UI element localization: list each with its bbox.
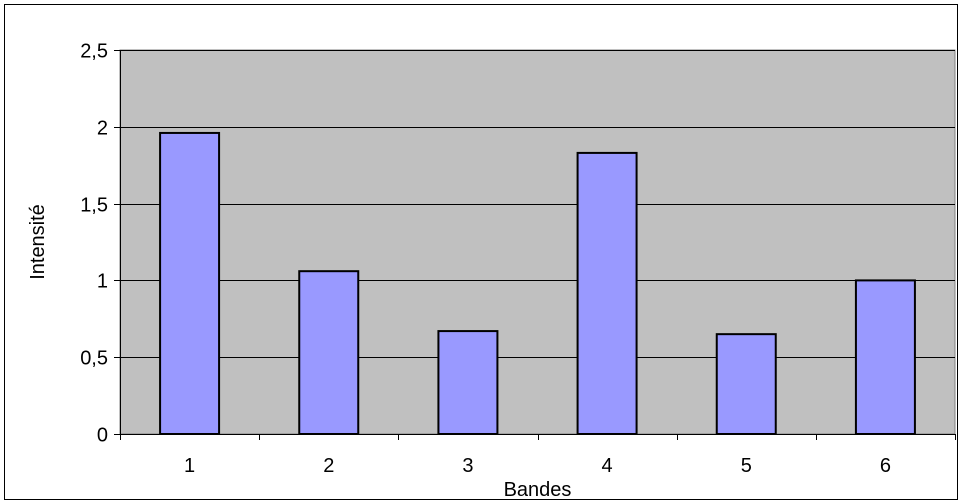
x-tick-labels: 1 2 3 4 5 6 bbox=[184, 455, 891, 477]
bar-4 bbox=[576, 151, 638, 436]
x-tick-label: 4 bbox=[602, 455, 613, 477]
x-tick-label: 6 bbox=[880, 455, 891, 477]
y-tick-label: 0,5 bbox=[80, 348, 108, 370]
y-axis-title: Intensité bbox=[27, 204, 49, 280]
plot-area bbox=[119, 49, 956, 435]
y-tick-label: 0 bbox=[97, 425, 108, 447]
bar-1 bbox=[159, 131, 221, 435]
x-tick-label: 5 bbox=[741, 455, 752, 477]
x-axis-title: Bandes bbox=[504, 479, 572, 499]
bar-3 bbox=[437, 330, 499, 436]
bar-5 bbox=[715, 333, 777, 435]
x-tick-label: 3 bbox=[462, 455, 473, 477]
bars bbox=[159, 131, 916, 436]
y-tick-label: 1 bbox=[97, 271, 108, 293]
y-tick-label: 2 bbox=[97, 118, 108, 140]
x-tick-label: 2 bbox=[323, 455, 334, 477]
gridlines bbox=[120, 50, 955, 358]
axes bbox=[114, 50, 956, 440]
y-tick-labels: 0 0,5 1 1,5 2 2,5 bbox=[80, 41, 108, 447]
y-tick-label: 2,5 bbox=[80, 41, 108, 63]
bar-6 bbox=[854, 279, 916, 435]
y-tick-label: 1,5 bbox=[80, 195, 108, 217]
x-tick-label: 1 bbox=[184, 455, 195, 477]
bar-2 bbox=[298, 270, 360, 435]
